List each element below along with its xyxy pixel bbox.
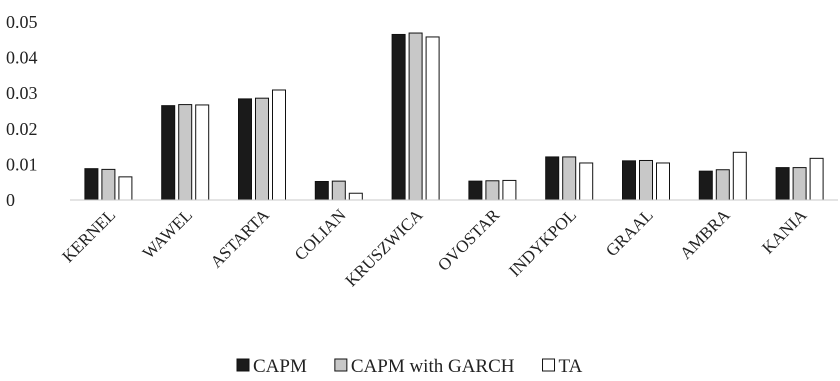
bar-capm-with-garch-graal <box>639 159 653 201</box>
legend-swatch <box>542 358 556 372</box>
bar-ta-kernel <box>118 176 133 201</box>
bar-ta-wawel <box>195 104 210 201</box>
bar-ta-astarta <box>272 89 286 201</box>
bar-capm-kernel <box>84 168 99 201</box>
category-label: ASTARTA <box>207 205 274 272</box>
bar-capm-with-garch-indykpol <box>562 156 577 201</box>
bar-ta-colian <box>348 192 363 201</box>
bar-capm-with-garch-kruszwica <box>408 32 423 201</box>
category-label: INDYKPOL <box>505 205 580 280</box>
bar-ta-graal <box>656 162 670 201</box>
bars <box>84 32 824 201</box>
y-tick-label: 0.03 <box>6 83 38 103</box>
category-label: KERNEL <box>58 205 119 266</box>
bar-capm-with-garch-colian <box>331 180 346 201</box>
y-tick-label: 0.02 <box>6 119 38 139</box>
category-label: KRUSZWICA <box>342 205 427 290</box>
bar-capm-astarta <box>238 98 252 201</box>
bar-capm-ovostar <box>468 180 483 201</box>
bar-capm-indykpol <box>545 156 560 201</box>
bar-capm-kania <box>775 167 790 201</box>
bar-capm-graal <box>622 160 636 201</box>
bar-capm-ambra <box>698 170 713 201</box>
bar-capm-wawel <box>161 105 176 201</box>
bar-ta-kania <box>809 157 824 201</box>
bar-capm-with-garch-kernel <box>101 168 116 201</box>
legend: CAPM CAPM with GARCH TA <box>236 356 583 377</box>
y-tick-label: 0.04 <box>6 48 38 68</box>
legend-swatch <box>236 358 250 372</box>
legend-label: CAPM with GARCH <box>351 356 515 377</box>
bar-capm-with-garch-wawel <box>178 104 193 201</box>
category-label: OVOSTAR <box>434 205 504 275</box>
bar-capm-kruszwica <box>391 33 406 201</box>
bar-capm-with-garch-astarta <box>255 97 269 201</box>
bar-capm-with-garch-kania <box>792 167 807 201</box>
y-tick-label: 0 <box>6 190 15 210</box>
bar-capm-with-garch-ambra <box>715 169 730 201</box>
bar-ta-ambra <box>732 151 747 201</box>
bar-ta-ovostar <box>502 179 517 201</box>
legend-swatch <box>334 358 348 372</box>
legend-label: TA <box>559 356 583 377</box>
bar-capm-colian <box>314 180 329 201</box>
bar-ta-kruszwica <box>425 36 440 201</box>
legend-label: CAPM <box>253 356 307 377</box>
bar-ta-indykpol <box>579 162 594 201</box>
category-label: AMBRA <box>676 205 734 263</box>
y-axis-tick-labels: 0 0.01 0.02 0.03 0.04 0.05 <box>6 12 38 210</box>
category-label: KANIA <box>758 205 811 258</box>
category-label: COLIAN <box>291 205 350 264</box>
category-label: GRAAL <box>602 205 657 260</box>
bar-capm-with-garch-ovostar <box>485 180 500 201</box>
category-label: WAWEL <box>139 205 196 262</box>
y-tick-label: 0.05 <box>6 12 38 32</box>
y-tick-label: 0.01 <box>6 154 38 174</box>
